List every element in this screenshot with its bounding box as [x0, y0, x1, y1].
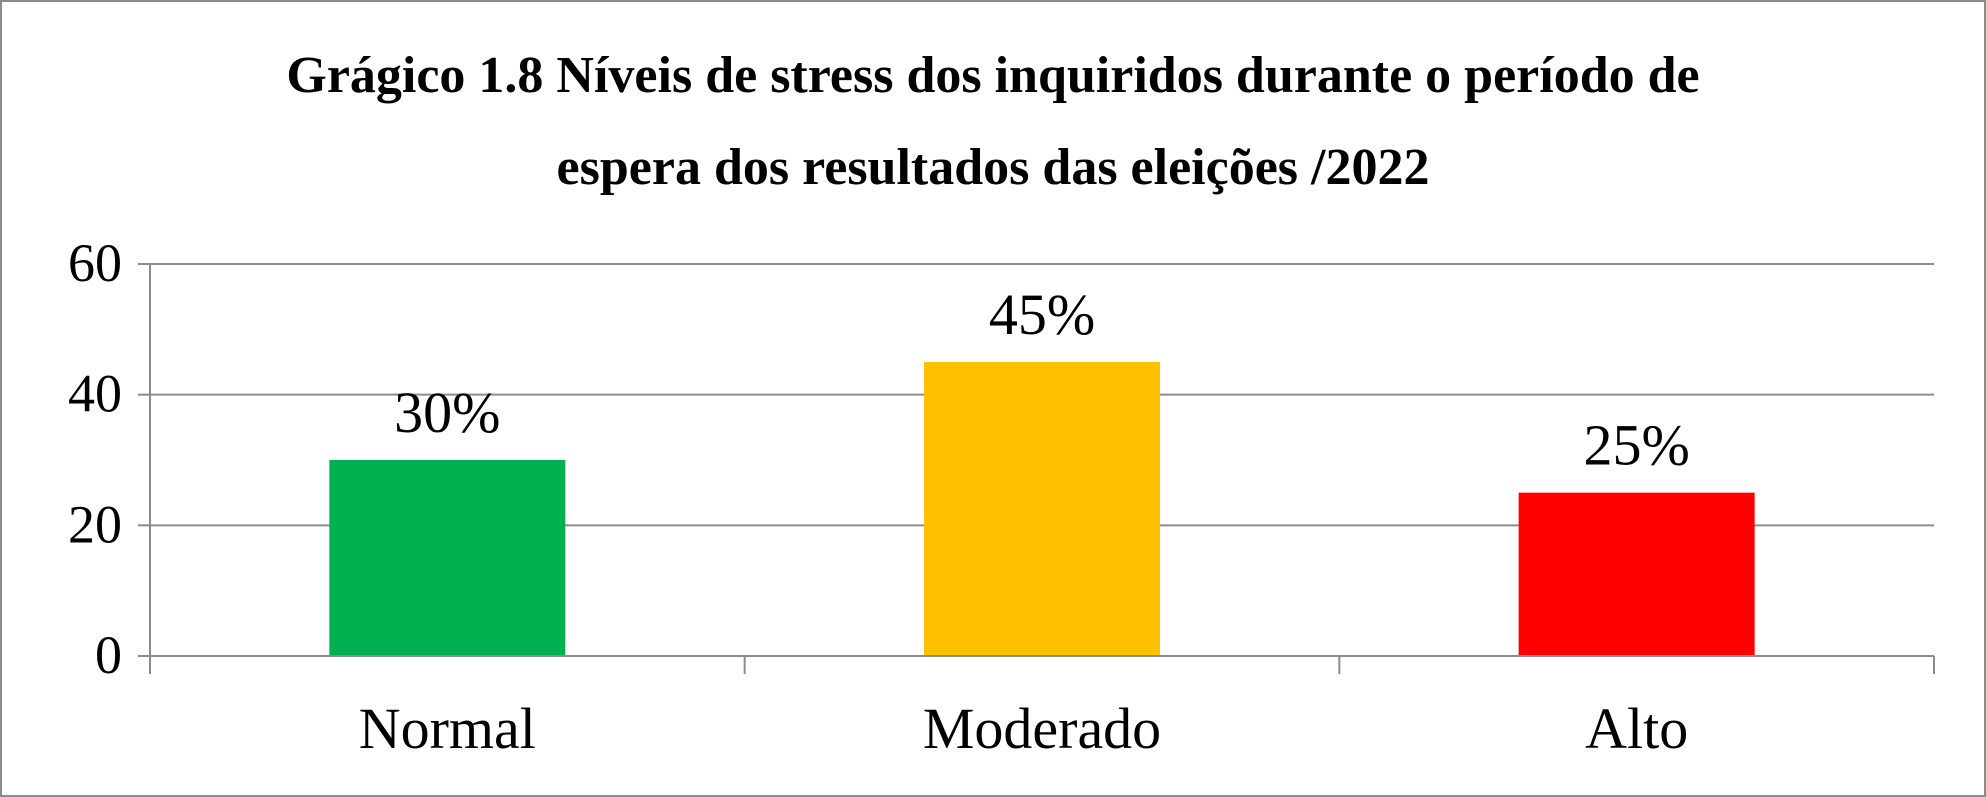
data-label-alto: 25%: [1584, 413, 1690, 478]
x-tick-label-alto: Alto: [1585, 696, 1688, 761]
labels: 0 20 40 60 30% Normal 45% Moderado 25% Alto: [68, 233, 1690, 761]
chart-title-line-2: espera dos resultados das eleições /2022: [556, 139, 1430, 196]
axes: [138, 263, 1935, 674]
bar-alto: [1518, 492, 1755, 656]
x-tick-label-moderado: Moderado: [923, 696, 1161, 761]
x-tick-label-normal: Normal: [359, 696, 536, 761]
y-tick-label: 40: [68, 364, 122, 424]
y-tick-label: 0: [95, 625, 122, 685]
data-label-moderado: 45%: [989, 282, 1095, 347]
y-tick-label: 20: [68, 494, 122, 554]
chart-title: Grágico 1.8 Níveis de stress dos inquiri…: [0, 30, 1986, 214]
bars: [329, 362, 1755, 656]
data-label-normal: 30%: [394, 380, 500, 445]
bar-normal: [329, 460, 566, 656]
chart-title-line-1: Grágico 1.8 Níveis de stress dos inquiri…: [286, 47, 1700, 104]
bar-moderado: [924, 362, 1160, 656]
y-tick-label: 60: [68, 233, 122, 293]
